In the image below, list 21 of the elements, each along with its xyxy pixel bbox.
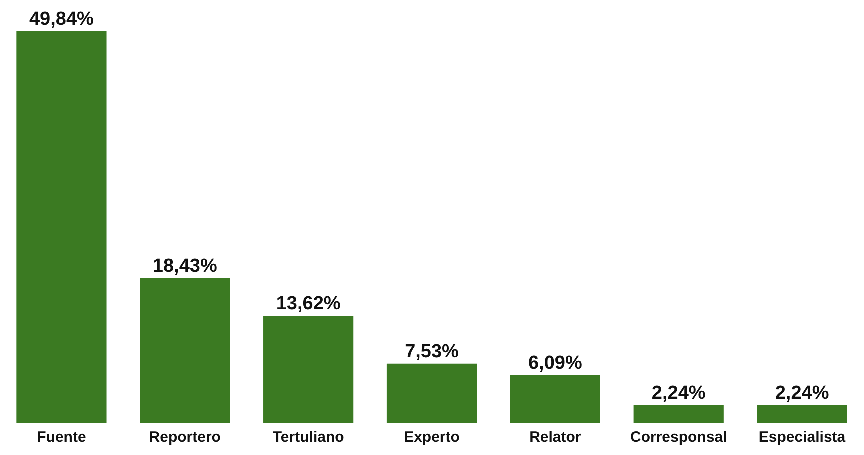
- bar: [757, 405, 848, 423]
- bar: [634, 405, 724, 423]
- data-label: 2,24%: [775, 383, 830, 404]
- x-tick-label: Relator: [530, 429, 582, 446]
- bar: [386, 364, 478, 423]
- x-tick-label: Corresponsal: [630, 429, 728, 446]
- bar: [16, 31, 107, 423]
- x-tick-label: Tertuliano: [272, 429, 344, 446]
- x-tick-label: Reportero: [149, 429, 221, 446]
- x-tick-label: Fuente: [37, 429, 86, 446]
- bar: [140, 278, 230, 423]
- data-label: 13,62%: [276, 294, 341, 315]
- x-tick-label: Especialista: [758, 429, 846, 446]
- data-label: 18,43%: [152, 256, 218, 277]
- data-label: 49,84%: [29, 8, 94, 30]
- bar: [510, 375, 600, 423]
- x-tick-label: Experto: [404, 429, 460, 446]
- data-label: 2,24%: [652, 383, 706, 404]
- data-label: 6,09%: [528, 352, 582, 374]
- bar: [264, 316, 354, 423]
- data-label: 7,53%: [405, 342, 460, 363]
